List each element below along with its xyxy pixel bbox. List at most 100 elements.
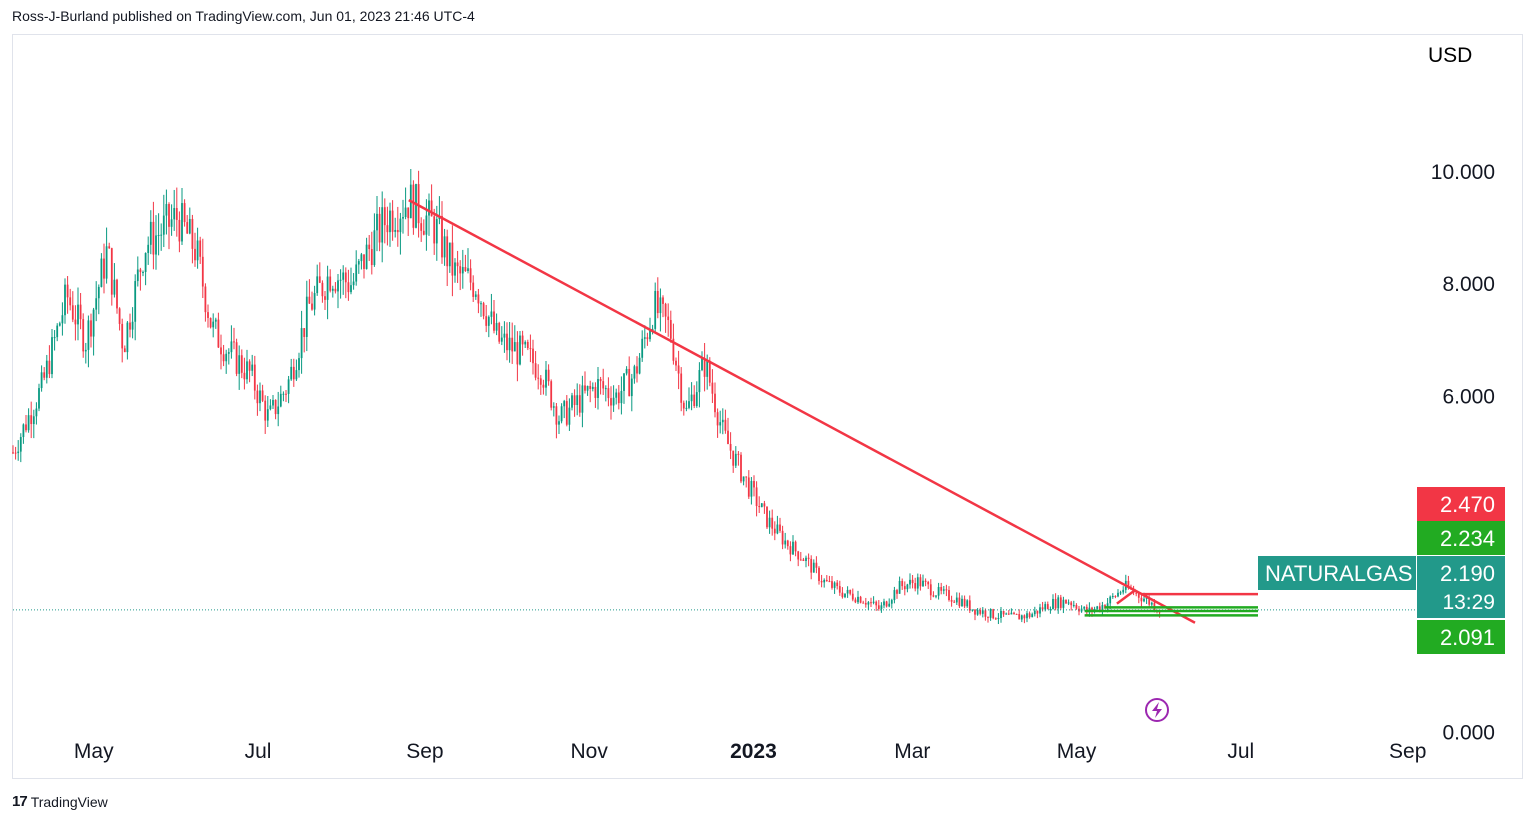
candle-body [565, 401, 568, 425]
candle-body [433, 216, 436, 244]
candle-body [402, 217, 404, 219]
candle-body [1059, 597, 1062, 608]
candle-body [1023, 615, 1026, 619]
candle-body [220, 347, 222, 355]
candle-body [815, 562, 818, 568]
candle-body [108, 246, 111, 249]
candle-body [339, 279, 342, 281]
candle-body [136, 269, 139, 282]
symbol-tag [1258, 556, 1416, 590]
candle-body [968, 600, 971, 611]
candle-body [61, 315, 64, 324]
candle-body [721, 419, 724, 423]
bar-countdown: 13:29 [1442, 591, 1495, 614]
candle-body [688, 401, 690, 408]
price-tag [1417, 556, 1505, 618]
candle-body [1010, 612, 1013, 615]
candle-body [300, 328, 303, 359]
candle-body [742, 476, 745, 482]
candle-body [285, 393, 287, 395]
candle-body [537, 377, 540, 379]
candle-body [118, 308, 121, 324]
candle-body [1091, 607, 1093, 612]
candle-body [451, 242, 454, 276]
candle-body [773, 528, 776, 534]
candle-body [1143, 598, 1145, 602]
candle-body [545, 369, 547, 388]
candle-body [781, 530, 784, 545]
candle-body [859, 596, 862, 603]
chart-frame [12, 34, 1523, 779]
downtrend-line[interactable] [408, 199, 1196, 624]
y-tick-label: 0.000 [1442, 722, 1495, 745]
price-tag-label: 2.470 [1440, 492, 1495, 517]
candle-body [966, 600, 969, 607]
candle-body [971, 609, 974, 611]
candle-body [948, 590, 950, 600]
candle-body [857, 596, 859, 603]
candle-body [204, 286, 207, 313]
candle-body [313, 293, 316, 310]
candle-body [274, 399, 277, 415]
candle-body [461, 267, 464, 274]
candle-body [487, 316, 490, 326]
candle-body [467, 268, 469, 272]
candle-body [152, 221, 155, 255]
candle-body [373, 230, 376, 266]
candle-body [305, 296, 308, 337]
candle-body [22, 424, 25, 438]
candle-body [976, 610, 979, 615]
candle-body [222, 354, 225, 362]
candle-body [30, 415, 33, 425]
candle-body [776, 524, 779, 534]
publish-info: Ross-J-Burland published on TradingView.… [12, 8, 475, 24]
candle-body [196, 240, 199, 261]
candle-body [586, 385, 589, 391]
candle-body [854, 599, 857, 603]
y-tick-label: 6.000 [1442, 385, 1495, 408]
footer-brand: TradingView [30, 793, 108, 810]
candle-body [849, 589, 852, 594]
candle-body [529, 348, 532, 350]
candle-body [194, 248, 196, 261]
candle-body [877, 605, 880, 609]
candle-body [716, 412, 719, 426]
candle-body [768, 517, 771, 528]
candle-body [370, 249, 373, 266]
candle-body [979, 610, 982, 614]
x-tick-label: Nov [571, 740, 609, 763]
candle-body [147, 244, 150, 254]
candle-body [916, 577, 919, 589]
candle-body [1026, 613, 1028, 619]
tradingview-logo-icon: 17 [12, 793, 28, 810]
candle-body [337, 280, 339, 292]
candle-body [113, 279, 116, 295]
candle-body [745, 476, 748, 478]
footer: 17 TradingView [12, 793, 108, 810]
candle-body [469, 268, 472, 283]
lightning-icon[interactable] [1145, 698, 1169, 722]
candle-body [160, 234, 163, 236]
candle-body [92, 309, 95, 337]
rising-line[interactable] [1116, 588, 1137, 605]
candle-body [927, 581, 930, 585]
candle-body [669, 320, 672, 339]
candle-body [942, 589, 945, 591]
candle-body [464, 267, 467, 272]
candle-body [357, 261, 360, 265]
candle-body [318, 276, 321, 283]
candle-body [955, 597, 958, 603]
candle-body [571, 395, 573, 408]
candle-body [290, 366, 293, 380]
candle-body [69, 297, 72, 306]
candle-body [303, 328, 306, 337]
candle-body [737, 453, 740, 455]
candle-body [264, 400, 267, 421]
symbol-label: NATURALGAS [1265, 561, 1413, 586]
candle-body [701, 358, 703, 371]
candle-body [1062, 599, 1065, 608]
candle-body [953, 601, 956, 603]
candle-body [282, 393, 285, 395]
candle-body [659, 297, 662, 314]
candle-body [183, 203, 186, 223]
